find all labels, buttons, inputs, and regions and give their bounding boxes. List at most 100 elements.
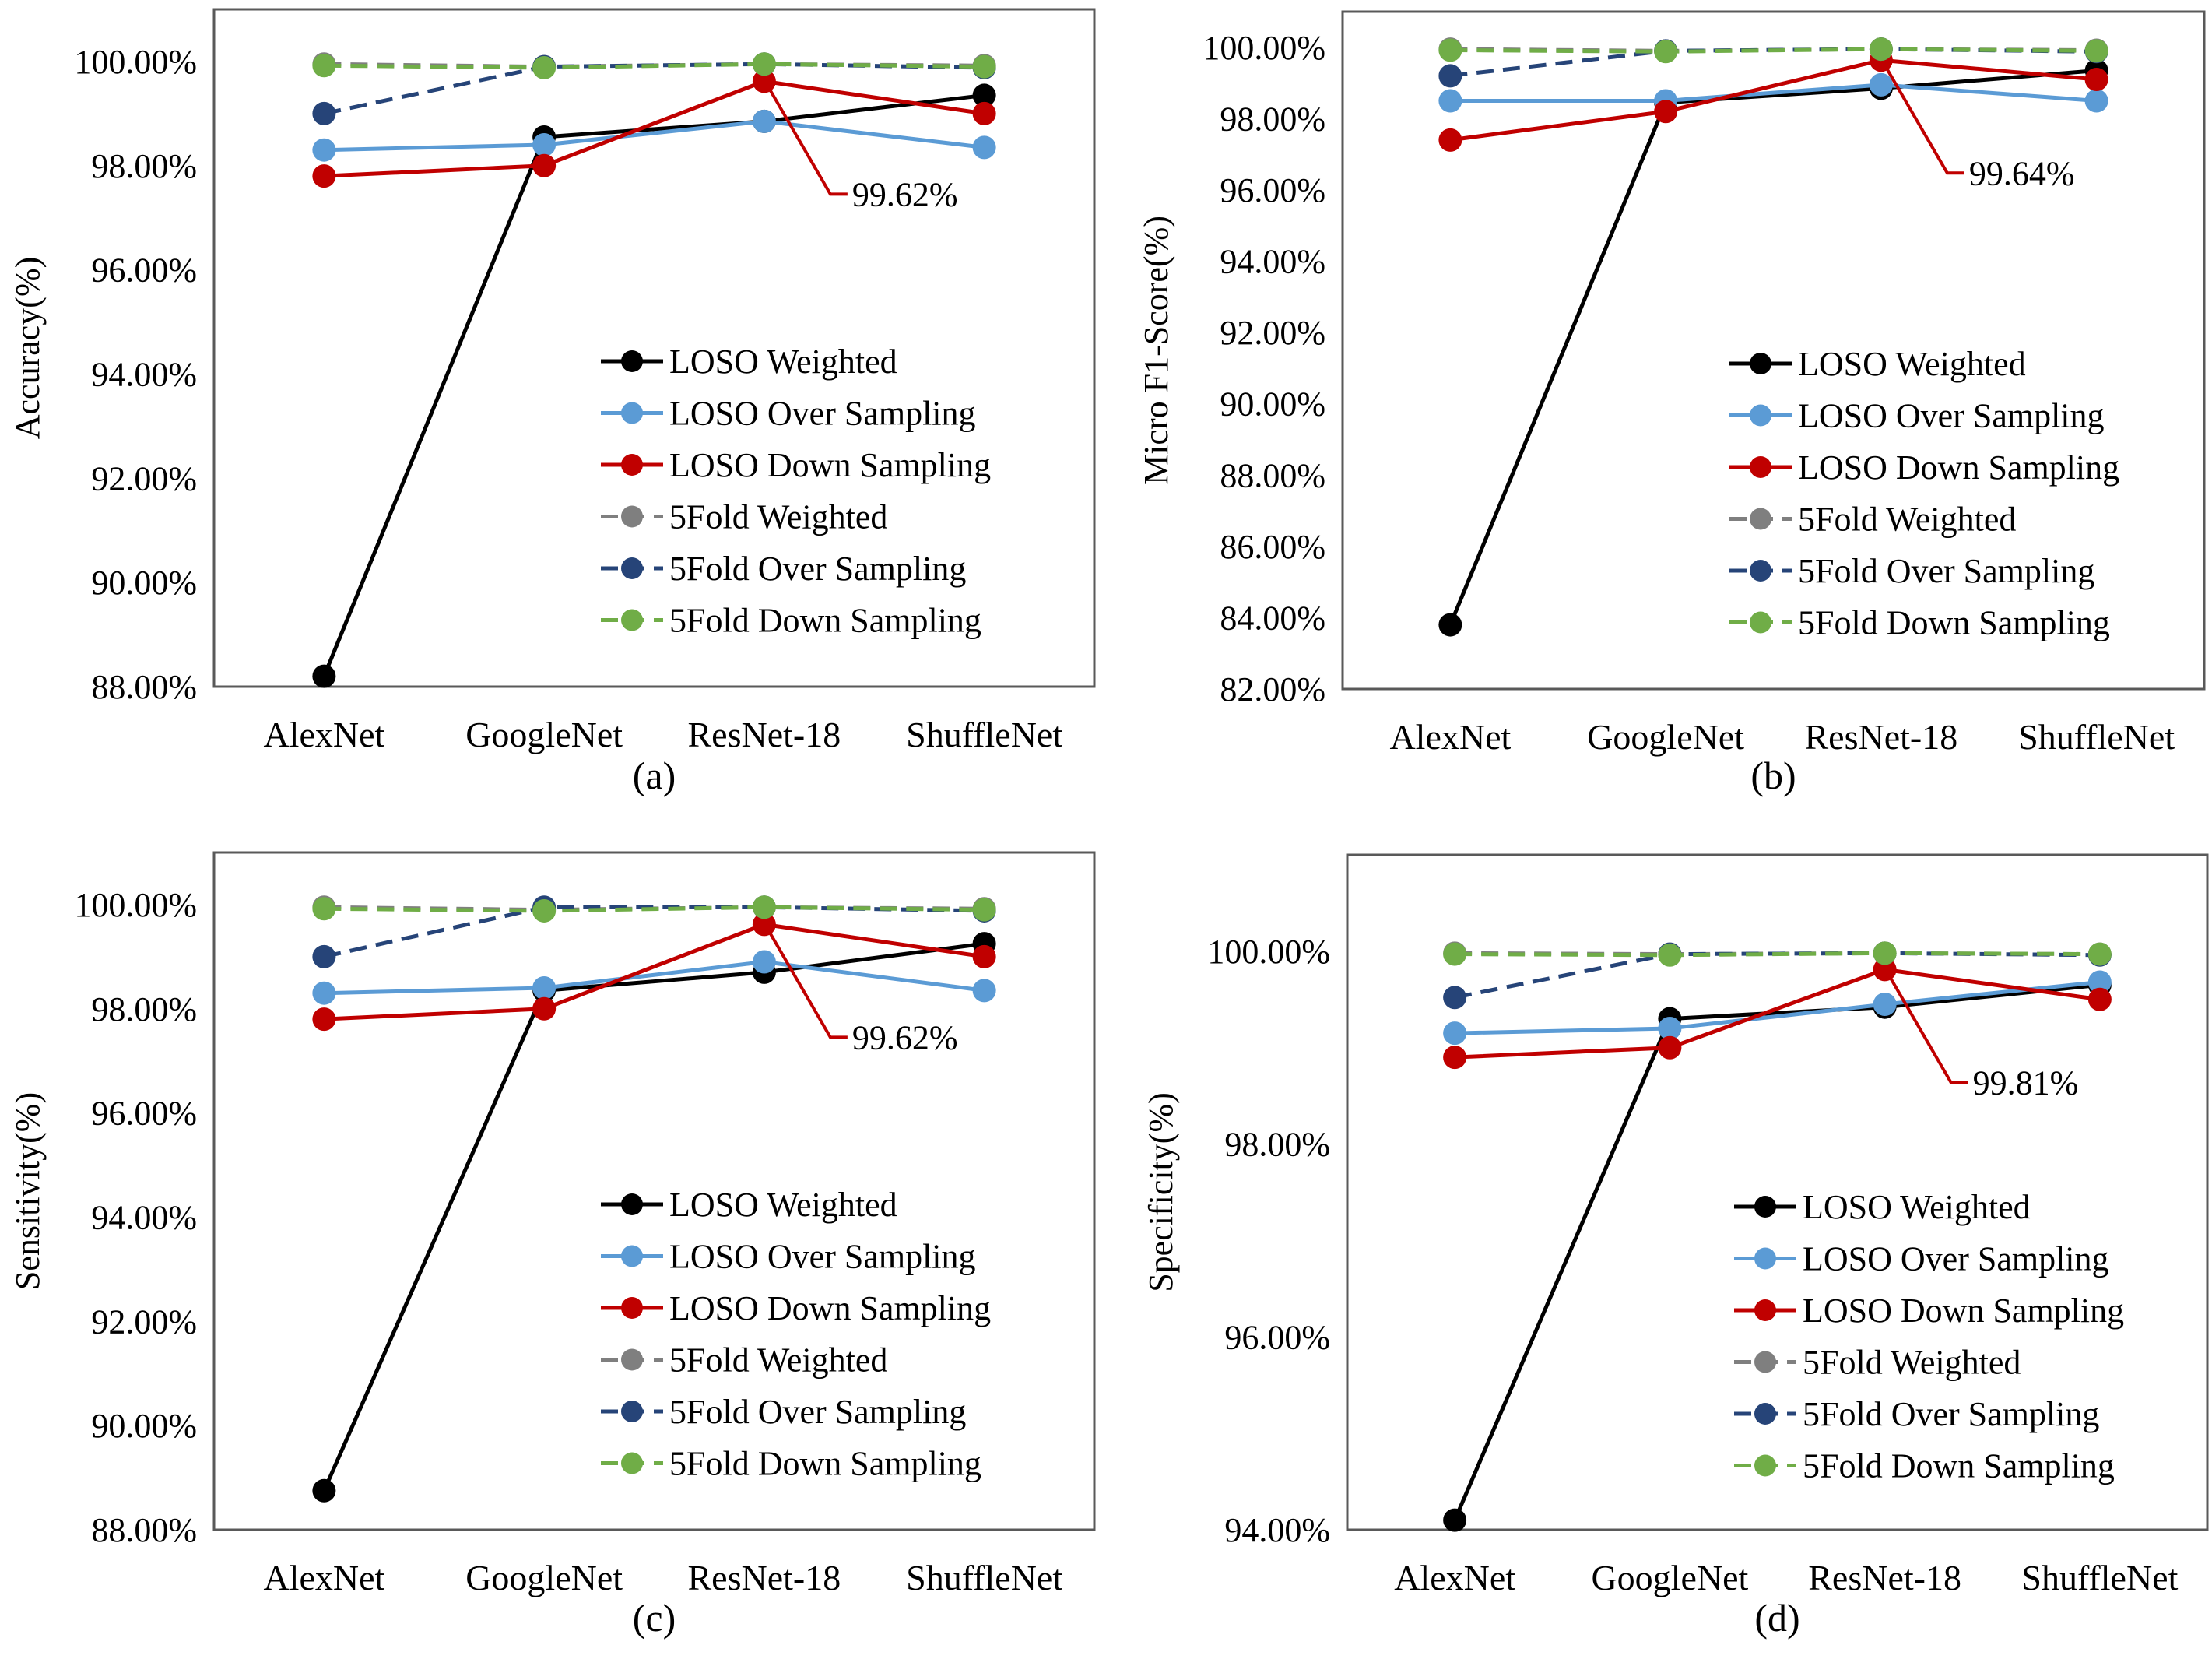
annotation-label: 99.62% [852, 1018, 958, 1056]
x-tick-label: GoogleNet [465, 715, 623, 754]
data-point [752, 52, 776, 76]
y-tick-label: 88.00% [1220, 456, 1325, 494]
series-line [322, 93, 985, 677]
legend-swatch-marker [621, 1297, 643, 1319]
panel-label: (a) [633, 754, 676, 797]
y-tick-label: 94.00% [1224, 1511, 1330, 1549]
y-tick-label: 92.00% [1220, 314, 1325, 352]
legend-swatch-marker [621, 1452, 643, 1474]
series-line [323, 905, 985, 959]
legend-swatch-marker [1750, 456, 1771, 478]
data-point [2084, 89, 2108, 113]
data-point [752, 69, 776, 93]
data-point [1438, 89, 1462, 113]
y-tick-label: 100.00% [1203, 29, 1325, 67]
legend-swatch-marker [1750, 353, 1771, 374]
data-point [2084, 39, 2108, 63]
data-point [312, 897, 336, 921]
data-point [1658, 1016, 1682, 1040]
data-point [1869, 72, 1893, 97]
plot-frame [1346, 853, 2209, 1531]
legend-label: 5Fold Over Sampling [669, 1393, 966, 1431]
data-point [532, 55, 557, 79]
legend-label: LOSO Weighted [669, 1186, 897, 1224]
legend-label: LOSO Over Sampling [1803, 1240, 2109, 1278]
data-point [532, 898, 557, 923]
chart-panel-2: 82.00% 84.00% 86.00% 88.00% 90.00% 92.00% 94.0… [1137, 10, 2206, 797]
plot-frame [212, 851, 1096, 1531]
x-tick-label: ShuffleNet [906, 1558, 1062, 1597]
y-tick-label: 96.00% [91, 1095, 197, 1133]
annotation-label: 99.81% [1973, 1063, 2079, 1102]
y-tick-label: 92.00% [91, 1302, 197, 1341]
y-tick-label: 90.00% [91, 1407, 197, 1445]
panel-label: (d) [1754, 1596, 1799, 1640]
x-tick-label: ResNet-18 [688, 1558, 841, 1597]
y-tick-label: 90.00% [1220, 385, 1325, 424]
y-tick-label: 98.00% [1220, 100, 1325, 138]
annotation-label: 99.62% [852, 175, 958, 213]
data-point [1873, 941, 1897, 965]
y-axis-label: Micro F1-Score(%) [1137, 216, 1175, 485]
legend-label: 5Fold Down Sampling [669, 602, 981, 640]
y-tick-label: 88.00% [91, 668, 197, 706]
data-point [312, 981, 336, 1005]
y-tick-label: 96.00% [91, 251, 197, 290]
series-line [324, 119, 985, 153]
panel-label: (b) [1750, 754, 1796, 797]
data-point [312, 1478, 336, 1503]
series-line [324, 905, 985, 913]
legend-label: 5Fold Weighted [1798, 501, 2016, 539]
data-point [1443, 942, 1467, 966]
series-line [324, 960, 985, 996]
legend-swatch-marker [1750, 404, 1771, 427]
data-point [972, 54, 996, 79]
x-tick-label: ResNet-18 [1808, 1558, 1961, 1597]
legend-label: LOSO Weighted [669, 343, 897, 381]
data-point [312, 1007, 336, 1032]
legend-label: LOSO Over Sampling [1798, 397, 2105, 435]
data-point [1873, 992, 1897, 1016]
x-tick-label: GoogleNet [465, 1558, 623, 1597]
x-tick-label: ShuffleNet [906, 715, 1062, 754]
legend-label: LOSO Over Sampling [669, 395, 976, 433]
legend-swatch-marker [621, 1193, 643, 1215]
series-line [1450, 83, 2097, 103]
annotation-leader [1886, 69, 1964, 175]
data-point [1654, 100, 1678, 124]
data-point [532, 976, 557, 1000]
data-point [312, 138, 336, 162]
annotation-leader [769, 90, 848, 196]
data-point [532, 133, 557, 156]
legend-label: 5Fold Weighted [669, 1341, 887, 1380]
x-tick-label: GoogleNet [1587, 717, 1744, 757]
legend-label: 5Fold Over Sampling [1798, 552, 2094, 590]
y-axis-label: Accuracy(%) [9, 257, 47, 440]
annotation-leader [769, 933, 848, 1039]
legend-label: LOSO Weighted [1798, 345, 2026, 383]
data-point [972, 83, 996, 107]
series-line [1455, 967, 2101, 1060]
x-tick-label: ShuffleNet [2018, 717, 2175, 757]
series-line [324, 62, 985, 70]
data-point [972, 979, 996, 1003]
legend-swatch-marker [1754, 1403, 1776, 1425]
legend-label: LOSO Down Sampling [669, 1289, 991, 1327]
data-point [532, 996, 557, 1021]
plot-frame [212, 8, 1096, 688]
data-point [1443, 1021, 1467, 1046]
data-point [1658, 943, 1682, 967]
legend-swatch-marker [1754, 1351, 1776, 1373]
legend-label: LOSO Over Sampling [669, 1238, 976, 1276]
data-point [1438, 613, 1462, 637]
y-tick-label: 100.00% [74, 886, 197, 924]
y-tick-label: 100.00% [1207, 933, 1330, 971]
legend-swatch-marker [621, 350, 643, 372]
series-line [1455, 980, 2101, 1035]
plot-frame [1341, 10, 2206, 691]
data-point [532, 153, 557, 177]
y-tick-label: 96.00% [1220, 171, 1325, 209]
y-tick-label: 98.00% [1224, 1126, 1330, 1164]
y-tick-label: 98.00% [91, 147, 197, 185]
